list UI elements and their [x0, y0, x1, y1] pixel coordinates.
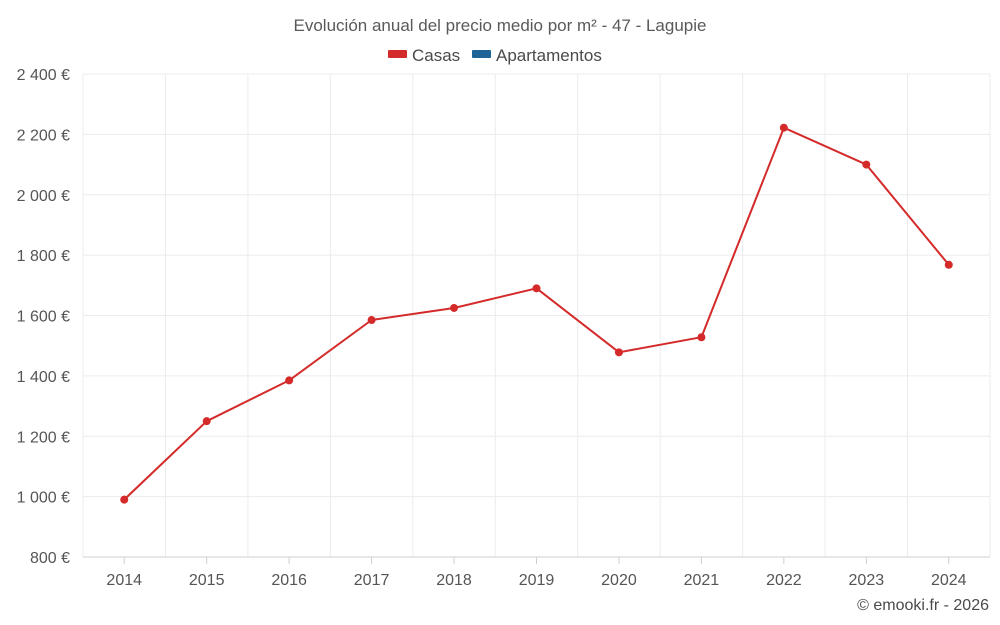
y-tick-label: 2 000 € — [17, 188, 70, 205]
data-point-casas[interactable] — [614, 348, 623, 357]
data-series — [120, 123, 953, 504]
credit-text: © emooki.fr - 2026 — [857, 597, 989, 614]
x-tick-label: 2022 — [766, 572, 802, 589]
x-tick-label: 2018 — [436, 572, 472, 589]
y-axis-tick-labels: 800 € 1 000 € 1 200 € 1 400 € 1 600 € 1 800 €… — [17, 67, 70, 567]
x-tick-label: 2014 — [106, 572, 142, 589]
data-point-casas[interactable] — [202, 417, 211, 426]
y-tick-label: 2 200 € — [17, 127, 70, 144]
x-axis-tick-labels: 2014 2015 2016 2017 2018 2019 2020 2021 2022 2023… — [106, 572, 966, 589]
x-tick-label: 2017 — [354, 572, 390, 589]
legend: Casas Apartamentos — [388, 46, 602, 65]
y-tick-label: 1 400 € — [17, 369, 70, 386]
data-point-casas[interactable] — [862, 160, 871, 169]
data-point-casas[interactable] — [285, 376, 294, 385]
y-tick-label: 1 200 € — [17, 429, 70, 446]
data-point-casas[interactable] — [532, 284, 541, 293]
x-tick-label: 2015 — [189, 572, 225, 589]
horizontal-gridlines — [83, 73, 990, 498]
legend-item-apartamentos[interactable]: Apartamentos — [472, 46, 602, 65]
legend-swatch-casas — [388, 50, 407, 58]
x-tick-label: 2021 — [684, 572, 720, 589]
x-tick-label: 2023 — [849, 572, 885, 589]
legend-label-casas: Casas — [412, 46, 460, 65]
legend-label-apartamentos: Apartamentos — [496, 46, 602, 65]
data-point-casas[interactable] — [779, 123, 788, 132]
axes — [83, 556, 990, 564]
data-point-casas[interactable] — [450, 303, 459, 312]
legend-item-casas[interactable]: Casas — [388, 46, 460, 65]
x-tick-label: 2024 — [931, 572, 967, 589]
data-point-casas[interactable] — [697, 333, 706, 342]
x-tick-label: 2016 — [271, 572, 307, 589]
y-tick-label: 1 600 € — [17, 309, 70, 326]
y-tick-label: 2 400 € — [17, 67, 70, 84]
y-tick-label: 1 000 € — [17, 490, 70, 507]
data-point-casas[interactable] — [367, 316, 376, 325]
chart-title: Evolución anual del precio medio por m² … — [294, 16, 707, 35]
y-tick-label: 1 800 € — [17, 248, 70, 265]
x-tick-label: 2019 — [519, 572, 555, 589]
x-tick-label: 2020 — [601, 572, 637, 589]
y-tick-label: 800 € — [30, 550, 70, 567]
data-point-casas[interactable] — [944, 260, 953, 269]
legend-swatch-apartamentos — [472, 50, 491, 58]
data-point-casas[interactable] — [120, 495, 129, 504]
